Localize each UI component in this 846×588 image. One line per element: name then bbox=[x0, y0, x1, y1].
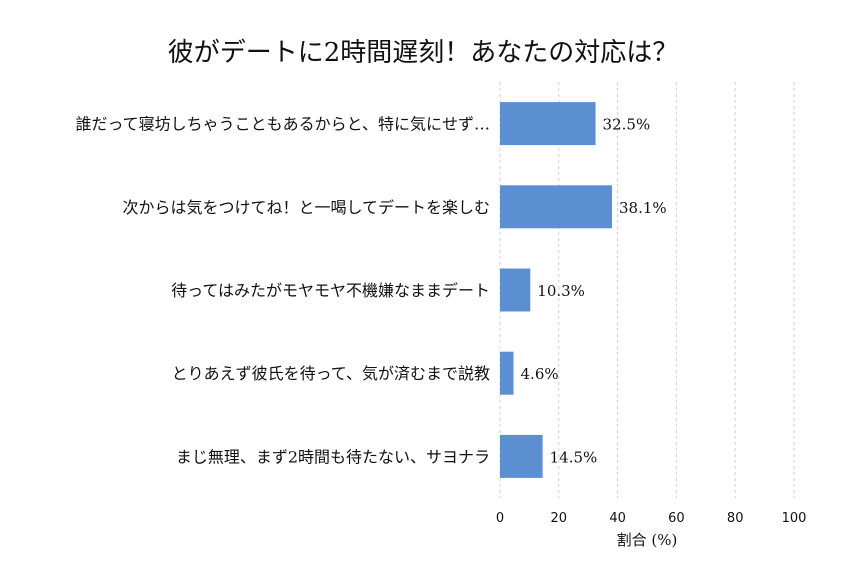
bars-layer bbox=[500, 102, 613, 478]
bar bbox=[500, 185, 613, 229]
data-label: 4.6% bbox=[521, 365, 559, 383]
category-label: とりあえず彼氏を待って、気が済むまで説教 bbox=[172, 364, 490, 383]
bar bbox=[500, 351, 514, 395]
category-labels: 誰だって寝坊しちゃうこともあるからと、特に気にせず… 次からは気をつけてね！と一喝… bbox=[75, 115, 490, 467]
x-tick-label: 20 bbox=[551, 511, 568, 526]
category-label: 待ってはみたがモヤモヤ不機嫌なままデート bbox=[171, 281, 490, 300]
data-label: 10.3% bbox=[537, 282, 585, 300]
bar bbox=[500, 434, 543, 478]
data-label: 38.1% bbox=[619, 199, 667, 217]
x-tick-label: 0 bbox=[496, 511, 504, 526]
x-tick-label: 100 bbox=[782, 511, 807, 526]
bar bbox=[500, 268, 531, 312]
x-tick-label: 40 bbox=[609, 511, 626, 526]
x-tick-label: 80 bbox=[727, 511, 744, 526]
category-label: 誰だって寝坊しちゃうこともあるからと、特に気にせず… bbox=[75, 115, 490, 134]
x-axis-label: 割合 (%) bbox=[617, 531, 678, 549]
category-label: 次からは気をつけてね！と一喝してデートを楽しむ bbox=[122, 198, 490, 217]
data-label: 32.5% bbox=[603, 116, 651, 134]
category-label: まじ無理、まず2時間も待たない、サヨナラ bbox=[176, 447, 490, 466]
x-tick-label: 60 bbox=[668, 511, 685, 526]
data-label: 14.5% bbox=[550, 448, 598, 466]
bar bbox=[500, 102, 596, 146]
chart-title: 彼がデートに2時間遅刻！あなたの対応は？ bbox=[168, 38, 679, 68]
x-axis-ticks: 0 20 40 60 80 100 bbox=[496, 511, 807, 526]
value-labels: 32.5% 38.1% 10.3% 4.6% 14.5% bbox=[521, 116, 667, 467]
